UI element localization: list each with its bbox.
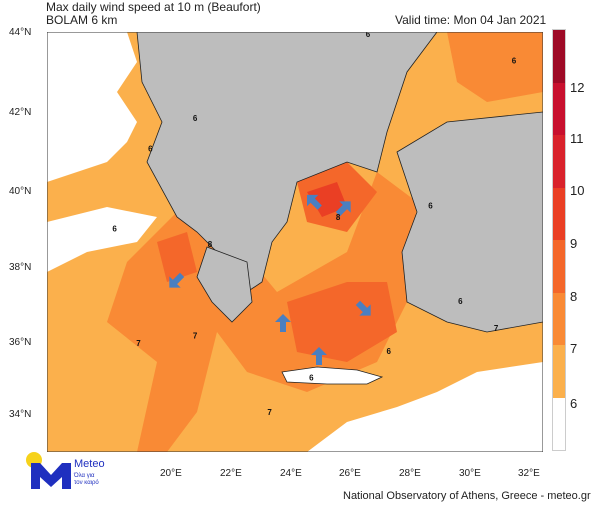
footer-credit: National Observatory of Athens, Greece -… bbox=[343, 490, 591, 502]
wind-arrow-icon bbox=[307, 194, 322, 210]
peloponnese-land bbox=[196, 246, 253, 323]
colorbar-segment bbox=[553, 240, 565, 293]
balkans-land bbox=[136, 32, 438, 293]
lon-tick: 26°E bbox=[339, 468, 361, 479]
colorbar-label: 12 bbox=[570, 80, 585, 95]
lat-tick: 34°N bbox=[9, 409, 32, 420]
lat-tick: 36°N bbox=[9, 337, 32, 348]
wind-arrow-icon bbox=[169, 272, 185, 288]
wind-arrow-icon bbox=[311, 347, 327, 365]
calm-area-adriatic bbox=[47, 32, 137, 182]
contour-label: 6 bbox=[112, 225, 117, 234]
colorbar-segment bbox=[553, 135, 565, 188]
colorbar-segment bbox=[553, 292, 565, 345]
wind-map: 6 6 6 6 8 7 7 6 7 6 7 6 8 6 6 bbox=[47, 32, 543, 452]
lon-tick: 20°E bbox=[160, 468, 182, 479]
wind-arrows bbox=[169, 194, 371, 365]
colorbar-label: 7 bbox=[570, 341, 578, 356]
colorbar bbox=[552, 29, 566, 451]
lon-tick: 28°E bbox=[399, 468, 421, 479]
calm-area-ionian bbox=[47, 207, 157, 272]
turkey-land bbox=[396, 111, 543, 333]
contour-label: 6 bbox=[366, 32, 371, 39]
colorbar-segment bbox=[553, 82, 565, 135]
lon-tick: 22°E bbox=[220, 468, 242, 479]
contour-label: 6 bbox=[428, 202, 433, 211]
crete-island bbox=[281, 366, 384, 385]
colorbar-label: 8 bbox=[570, 289, 578, 304]
contour-label: 7 bbox=[267, 408, 272, 417]
contour-label: 7 bbox=[136, 339, 141, 348]
colorbar-segment bbox=[553, 345, 565, 398]
colorbar-label: 6 bbox=[570, 396, 578, 411]
lon-tick: 30°E bbox=[459, 468, 481, 479]
model-name: BOLAM 6 km bbox=[46, 13, 118, 27]
contour-label: 6 bbox=[193, 114, 198, 123]
logo-tagline-1: Όλα για bbox=[74, 473, 95, 479]
contour-labels: 6 6 6 6 8 7 7 6 7 6 7 6 8 6 6 bbox=[112, 32, 516, 417]
logo-m-icon bbox=[31, 463, 71, 489]
contour-label: 8 bbox=[336, 213, 341, 222]
lat-tick: 40°N bbox=[9, 186, 32, 197]
map-title: Max daily wind speed at 10 m (Beaufort) bbox=[46, 0, 261, 14]
contour-label: 7 bbox=[193, 332, 198, 341]
lon-tick: 24°E bbox=[280, 468, 302, 479]
black-sea-area bbox=[447, 32, 543, 102]
wind-arrow-icon bbox=[335, 201, 351, 217]
contour-label: 6 bbox=[512, 57, 517, 66]
colorbar-label: 10 bbox=[570, 183, 585, 198]
wind-arrow-icon bbox=[275, 314, 291, 332]
contour-label: 6 bbox=[387, 347, 392, 356]
colorbar-segment bbox=[553, 397, 565, 450]
contour-label: 6 bbox=[309, 374, 314, 383]
contour-label: 6 bbox=[458, 297, 463, 306]
lat-tick: 38°N bbox=[9, 262, 32, 273]
colorbar-label: 9 bbox=[570, 236, 578, 251]
calm-area-levant bbox=[307, 362, 543, 452]
colorbar-label: 11 bbox=[570, 131, 584, 146]
lon-tick: 32°E bbox=[518, 468, 540, 479]
lat-tick: 42°N bbox=[9, 107, 32, 118]
logo-tagline-2: τον καιρό bbox=[74, 480, 99, 486]
wind-arrow-icon bbox=[355, 300, 371, 316]
lat-tick: 44°N bbox=[9, 27, 32, 38]
valid-time: Valid time: Mon 04 Jan 2021 bbox=[395, 13, 547, 27]
logo-tagline: Όλα για τον καιρό bbox=[74, 473, 99, 487]
contour-label: 6 bbox=[148, 144, 153, 153]
meteo-logo: Meteo Όλα για τον καιρό bbox=[24, 452, 124, 492]
logo-name: Meteo bbox=[74, 458, 105, 470]
contour-label: 7 bbox=[494, 324, 499, 333]
contour-label: 8 bbox=[208, 240, 213, 249]
colorbar-segment bbox=[553, 187, 565, 240]
colorbar-segment bbox=[553, 30, 565, 83]
